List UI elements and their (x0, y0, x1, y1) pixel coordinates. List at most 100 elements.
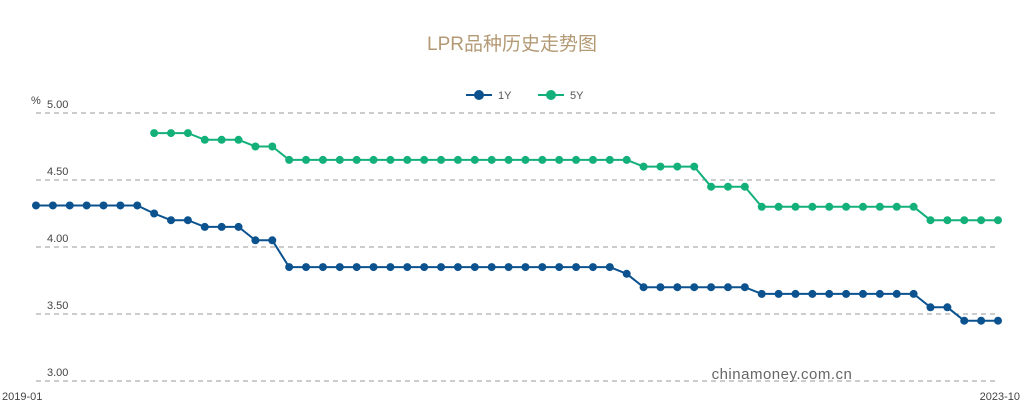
data-point-5Y (369, 155, 378, 164)
legend: 1Y 5Y (466, 90, 584, 102)
data-point-1Y (926, 303, 935, 312)
data-point-1Y (82, 201, 91, 210)
data-point-5Y (605, 155, 614, 164)
data-point-5Y (150, 129, 159, 138)
watermark: chinamoney.com.cn (712, 366, 853, 383)
data-point-1Y (150, 209, 159, 218)
data-point-5Y (453, 155, 462, 164)
series-line-1Y (36, 204, 998, 322)
data-point-5Y (994, 216, 1002, 225)
data-point-1Y (858, 289, 867, 298)
data-point-1Y (892, 289, 901, 298)
legend-label-1Y: 1Y (498, 90, 512, 102)
data-point-1Y (48, 201, 57, 210)
data-point-5Y (234, 135, 243, 144)
data-point-1Y (32, 201, 40, 210)
y-tick-label: 5.00 (47, 99, 68, 111)
data-point-1Y (723, 283, 732, 292)
data-point-5Y (403, 155, 412, 164)
data-point-1Y (622, 269, 631, 278)
data-point-5Y (217, 135, 226, 144)
data-point-1Y (960, 316, 969, 325)
data-point-5Y (707, 182, 716, 191)
data-point-1Y (403, 263, 412, 272)
data-point-5Y (740, 182, 749, 191)
data-point-5Y (504, 155, 513, 164)
data-point-5Y (926, 216, 935, 225)
data-point-5Y (285, 155, 294, 164)
data-point-1Y (555, 263, 564, 272)
data-point-5Y (555, 155, 564, 164)
data-point-1Y (639, 283, 648, 292)
data-point-5Y (318, 155, 327, 164)
data-point-1Y (487, 263, 496, 272)
y-tick-label: 4.50 (47, 166, 68, 178)
data-point-1Y (234, 222, 243, 231)
data-point-5Y (842, 202, 851, 211)
data-point-5Y (588, 155, 597, 164)
data-point-1Y (994, 316, 1002, 325)
data-point-1Y (808, 289, 817, 298)
data-point-1Y (740, 283, 749, 292)
data-point-5Y (977, 216, 986, 225)
data-point-1Y (673, 283, 682, 292)
data-point-5Y (791, 202, 800, 211)
data-point-5Y (892, 202, 901, 211)
data-point-5Y (808, 202, 817, 211)
data-point-5Y (487, 155, 496, 164)
data-point-5Y (386, 155, 395, 164)
data-point-1Y (420, 263, 429, 272)
data-point-1Y (521, 263, 530, 272)
data-point-1Y (605, 263, 614, 272)
data-point-1Y (943, 303, 952, 312)
data-point-5Y (825, 202, 834, 211)
data-point-5Y (335, 155, 344, 164)
data-point-5Y (167, 129, 176, 138)
chart-title: LPR品种历史走势图 (427, 33, 597, 55)
data-point-1Y (572, 263, 581, 272)
data-point-1Y (909, 289, 918, 298)
data-point-1Y (183, 216, 192, 225)
data-point-1Y (470, 263, 479, 272)
x-end-label: 2023-10 (980, 391, 1020, 403)
data-point-1Y (369, 263, 378, 272)
data-point-5Y (302, 155, 311, 164)
legend-marker-5Y (546, 90, 556, 100)
data-point-5Y (673, 162, 682, 171)
data-point-1Y (791, 289, 800, 298)
data-point-5Y (572, 155, 581, 164)
legend-marker-1Y (474, 90, 484, 100)
data-point-1Y (99, 201, 108, 210)
data-point-1Y (352, 263, 361, 272)
y-tick-label: 4.00 (47, 233, 68, 245)
data-point-1Y (707, 283, 716, 292)
data-point-1Y (656, 283, 665, 292)
data-point-1Y (774, 289, 783, 298)
data-point-5Y (200, 135, 209, 144)
data-point-5Y (437, 155, 446, 164)
data-point-1Y (757, 289, 766, 298)
data-point-5Y (875, 202, 884, 211)
data-point-1Y (285, 263, 294, 272)
data-point-1Y (538, 263, 547, 272)
series-line-5Y (154, 132, 998, 222)
data-point-5Y (757, 202, 766, 211)
legend-label-5Y: 5Y (570, 90, 584, 102)
data-point-1Y (200, 222, 209, 231)
data-point-5Y (622, 155, 631, 164)
data-point-5Y (656, 162, 665, 171)
data-point-5Y (538, 155, 547, 164)
data-point-1Y (977, 316, 986, 325)
data-point-1Y (335, 263, 344, 272)
data-point-1Y (318, 263, 327, 272)
data-point-1Y (302, 263, 311, 272)
data-point-1Y (167, 216, 176, 225)
data-point-1Y (690, 283, 699, 292)
data-point-1Y (65, 201, 74, 210)
data-point-1Y (825, 289, 834, 298)
data-point-5Y (268, 142, 277, 151)
data-point-1Y (875, 289, 884, 298)
series-group (32, 129, 1002, 325)
grid: 3.00 3.50 4.00 4.50 5.00 (36, 99, 998, 382)
